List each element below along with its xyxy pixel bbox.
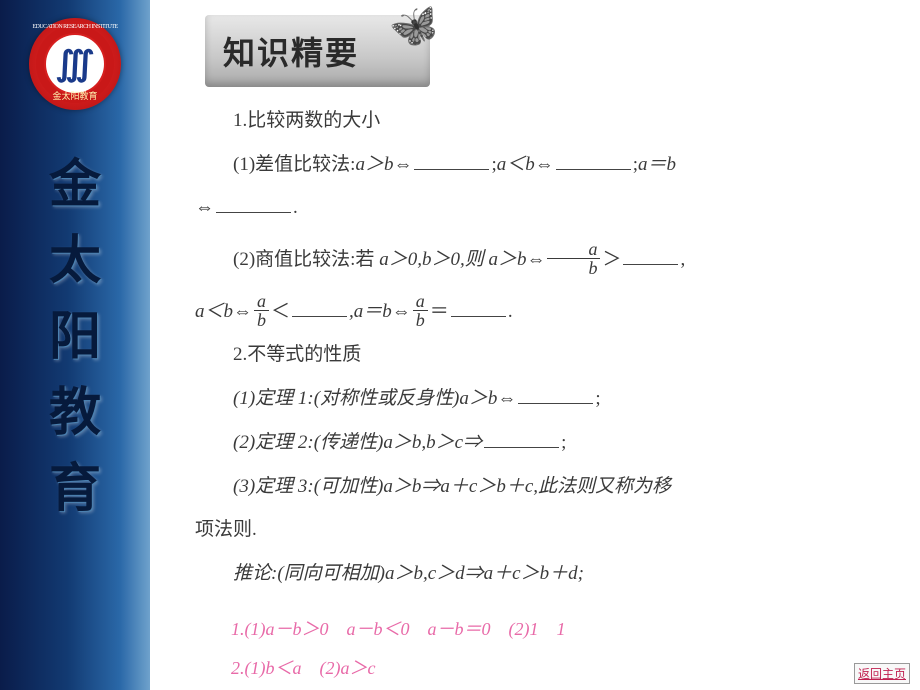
brand-char-2: 太 [49, 236, 101, 288]
expr-a-eq-b: a＝b [638, 154, 676, 175]
brand-char-1: 金 [49, 160, 101, 212]
period-1: . [293, 197, 298, 218]
item-2-1: (1)定理 1:(对称性或反身性)a＞b⇔; [195, 377, 890, 421]
heading-banner: 知识精要 🦋 [205, 15, 430, 87]
lt-sign: ＜ [271, 301, 290, 322]
answer-line-1: 1.(1)a－b＞0 a－b＜0 a－b＝0 (2)1 1 [195, 610, 890, 650]
brand-logo: EDUCATION RESEARCH INSTITUTE ∭ 金太阳教育 [29, 18, 121, 110]
corollary-text: 推论:(同向可相加)a＞b,c＞d⇒a＋c＞b＋d; [233, 563, 584, 584]
answers-block: 1.(1)a－b＞0 a－b＜0 a－b＝0 (2)1 1 2.(1)b＜a (… [195, 610, 890, 689]
section2-title: 2.不等式的性质 [195, 333, 890, 377]
gt-sign: ＞ [602, 249, 621, 270]
expr-a-gt-b: a＞b⇔ [355, 154, 412, 175]
frac-num-3: a [413, 292, 428, 311]
frac-den-3: b [413, 311, 428, 329]
heading-text: 知识精要 [223, 28, 359, 74]
item-1-1-line2: ⇔. [195, 186, 890, 230]
iff-symbol: ⇔ [195, 197, 214, 218]
item-2-1-text: (1)定理 1:(对称性或反身性)a＞b⇔ [233, 388, 516, 409]
semi-2: ; [561, 432, 566, 453]
item-2-2-text: (2)定理 2:(传递性)a＞b,b＞c⇒ [233, 432, 482, 453]
item-2-3-text: (3)定理 3:(可加性)a＞b⇒a＋c＞b＋c,此法则又称为移 [233, 476, 671, 497]
expr-a-lt-b: a＜b⇔ [497, 154, 554, 175]
section1-title: 1.比较两数的大小 [195, 99, 890, 143]
comma-1: , [680, 249, 685, 270]
slide-container: EDUCATION RESEARCH INSTITUTE ∭ 金太阳教育 金 太… [0, 0, 920, 690]
main-text-block: 1.比较两数的大小 (1)差值比较法:a＞b⇔;a＜b⇔;a＝b ⇔. (2)商… [170, 99, 900, 689]
item-2-corollary: 推论:(同向可相加)a＞b,c＞d⇒a＋c＞b＋d; [195, 552, 890, 596]
item-2-3-line1: (3)定理 3:(可加性)a＞b⇒a＋c＞b＋c,此法则又称为移 [195, 465, 890, 509]
item-2-3-line2: 项法则. [195, 508, 890, 552]
butterfly-icon: 🦋 [385, 0, 445, 56]
logo-arc-text: EDUCATION RESEARCH INSTITUTE [32, 24, 117, 30]
frac-num: a [547, 240, 600, 259]
frac-a-over-b-1: ab [547, 240, 600, 277]
blank-7 [518, 385, 593, 404]
left-sidebar: EDUCATION RESEARCH INSTITUTE ∭ 金太阳教育 金 太… [0, 0, 150, 690]
item-1-2-cond: a＞0,b＞0,则 a＞b⇔ [379, 249, 545, 270]
item-1-2-label: (2)商值比较法:若 [233, 249, 379, 270]
a-eq-b-iff: ,a＝b⇔ [349, 301, 411, 322]
content-area: 知识精要 🦋 1.比较两数的大小 (1)差值比较法:a＞b⇔;a＜b⇔;a＝b … [170, 15, 900, 689]
answer-line-2: 2.(1)b＜a (2)a＞c [195, 649, 890, 689]
blank-8 [484, 429, 559, 448]
eq-sign: ＝ [430, 301, 449, 322]
frac-a-over-b-2: ab [254, 292, 269, 329]
frac-num-2: a [254, 292, 269, 311]
blank-4 [623, 246, 678, 265]
blank-5 [292, 298, 347, 317]
blank-1 [414, 151, 489, 170]
a-lt-b-iff: a＜b⇔ [195, 301, 252, 322]
item-1-1-line1: (1)差值比较法:a＞b⇔;a＜b⇔;a＝b [195, 143, 890, 187]
logo-bottom-text: 金太阳教育 [29, 89, 121, 102]
brand-vertical-text: 金 太 阳 教 育 [49, 160, 101, 516]
frac-den-2: b [254, 311, 269, 329]
item-1-1-label: (1)差值比较法: [233, 154, 355, 175]
item-2-2: (2)定理 2:(传递性)a＞b,b＞c⇒; [195, 421, 890, 465]
brand-char-5: 育 [49, 464, 101, 516]
frac-den: b [547, 259, 600, 277]
return-home-link[interactable]: 返回主页 [854, 663, 910, 684]
blank-6 [451, 298, 506, 317]
brand-char-3: 阳 [49, 312, 101, 364]
period-2: . [508, 301, 513, 322]
logo-glyph: ∭ [55, 44, 95, 84]
semi-1: ; [595, 388, 600, 409]
blank-2 [556, 151, 631, 170]
item-1-2-line2: a＜b⇔ab＜,a＝b⇔ab＝. [195, 290, 890, 334]
brand-char-4: 教 [49, 388, 101, 440]
blank-3 [216, 194, 291, 213]
frac-a-over-b-3: ab [413, 292, 428, 329]
item-1-2-line1: (2)商值比较法:若 a＞0,b＞0,则 a＞b⇔ab＞, [195, 238, 890, 282]
